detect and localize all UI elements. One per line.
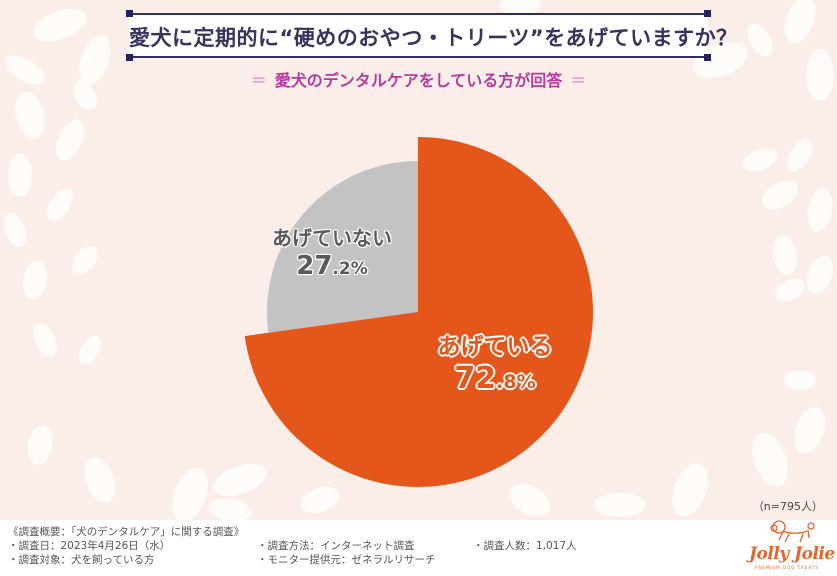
survey-footer: 《調査概要：「犬のデンタルケア」に関する調査》 ・調査日：2023年4月26日（…: [0, 520, 837, 576]
slice-label-percent: 72.8%: [420, 361, 570, 400]
survey-heading: 《調査概要：「犬のデンタルケア」に関する調査》: [8, 526, 245, 538]
pie-slice-giving: [244, 137, 594, 488]
leaf-background-decoration: [3, 0, 834, 520]
slice-label-giving: あげている 72.8%: [420, 333, 570, 400]
percent-integer: 27: [296, 251, 333, 281]
corner-square-decoration: [126, 10, 133, 17]
pie-chart: [244, 137, 594, 488]
percent-decimal: .2%: [332, 259, 368, 279]
survey-respondent-count: ・調査人数：1,017人: [473, 540, 577, 552]
chart-title: 愛犬に定期的に“硬めのおやつ・トリーツ”をあげていますか？: [129, 26, 738, 50]
corner-square-decoration: [126, 54, 133, 61]
chart-subtitle: ＝ 愛犬のデンタルケアをしている方が回答 ＝: [0, 67, 837, 91]
brand-tagline: PREMIUM DOG TREATS: [755, 565, 819, 570]
brand-logo: Jolly Jolie PREMIUM DOG TREATS: [745, 518, 835, 576]
subtitle-left-equals: ＝: [250, 71, 267, 90]
sample-size-note: （n=795人）: [752, 500, 823, 513]
percent-integer: 72: [454, 361, 497, 396]
slice-label-name: あげている: [437, 334, 553, 360]
pie-slice-not-giving: [266, 161, 418, 333]
survey-date: ・調査日：2023年4月26日（水）: [8, 540, 171, 552]
survey-method: ・調査方法：インターネット調査: [257, 540, 415, 552]
percent-decimal: .8%: [496, 371, 536, 393]
corner-square-decoration: [704, 10, 711, 17]
brand-name: Jolly Jolie: [749, 544, 835, 564]
survey-target: ・調査対象：犬を飼っている方: [8, 554, 155, 566]
chart-title-box: 愛犬に定期的に“硬めのおやつ・トリーツ”をあげていますか？: [126, 10, 738, 61]
slice-label-not-giving: あげていない 27.2%: [262, 226, 402, 285]
subtitle-right-equals: ＝: [570, 71, 587, 90]
slice-label-name: あげていない: [272, 226, 392, 250]
poodle-icon: [770, 520, 815, 543]
survey-monitor-provider: ・モニター提供元：ゼネラルリサーチ: [257, 554, 436, 566]
subtitle-text: 愛犬のデンタルケアをしている方が回答: [274, 71, 563, 90]
title-top-rule: [129, 13, 708, 15]
corner-square-decoration: [704, 54, 711, 61]
slice-label-percent: 27.2%: [262, 250, 402, 285]
title-bottom-rule: [129, 56, 708, 58]
